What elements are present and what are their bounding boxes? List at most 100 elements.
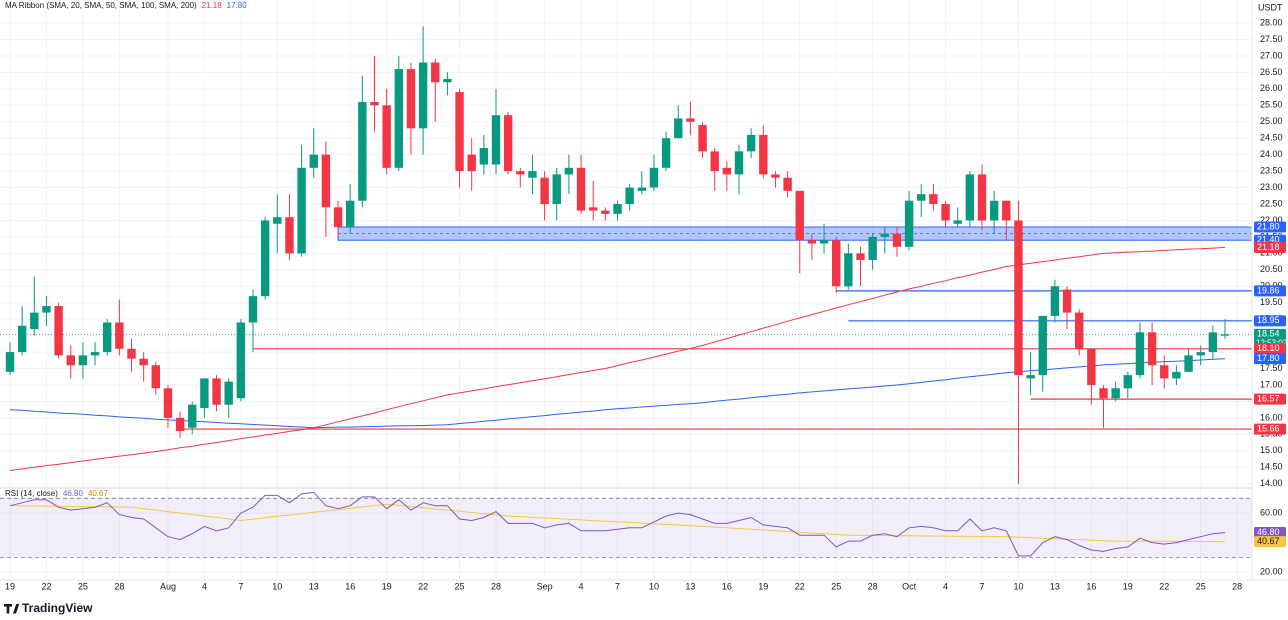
candle-body [832, 240, 841, 287]
y-tick-label: 26.00 [1260, 83, 1283, 93]
candle-body [552, 174, 561, 205]
rsi-tick-label: 20.00 [1260, 566, 1283, 576]
candle-body [443, 78, 452, 83]
price-label: 21.18 [1257, 242, 1280, 252]
candle-body [734, 151, 744, 175]
candle-body [1123, 375, 1132, 389]
candle-body [759, 134, 768, 175]
x-tick-label: 28 [1232, 581, 1242, 591]
candle-body [941, 204, 950, 221]
candle-body [819, 240, 829, 244]
candle-body [649, 167, 659, 188]
legend-text: RSI (14, close) [5, 489, 58, 498]
candle-body [17, 325, 27, 353]
candle-body [589, 207, 598, 211]
x-tick-label: 16 [345, 581, 355, 591]
price-label: 15.66 [1257, 423, 1280, 433]
candle-body [661, 138, 671, 168]
rsi-value-label: 46.80 [1257, 527, 1280, 537]
candle-body [977, 174, 987, 221]
x-tick-label: 25 [831, 581, 841, 591]
x-tick-label: 4 [943, 581, 948, 591]
candle-body [516, 171, 525, 175]
candle-body [406, 69, 416, 129]
candle-body [746, 134, 756, 152]
candle-body [370, 102, 379, 106]
x-tick-label: 10 [649, 581, 659, 591]
x-tick-label: 19 [382, 581, 392, 591]
y-tick-label: 23.00 [1260, 182, 1283, 192]
candle-body [115, 322, 124, 349]
y-tick-label: 27.50 [1260, 34, 1283, 44]
y-tick-label: 27.00 [1260, 50, 1283, 60]
candle-body [807, 240, 817, 244]
price-label-box [1254, 423, 1286, 435]
candle-body [127, 348, 136, 359]
countdown: 12:53:02 [1256, 338, 1288, 347]
candle-body [868, 236, 877, 260]
y-tick-label: 19.50 [1260, 297, 1283, 307]
candle-body [321, 154, 331, 208]
legend-text: MA Ribbon (SMA, 20, SMA, 50, SMA, 100, S… [5, 1, 197, 10]
price-label: 16.57 [1257, 394, 1280, 404]
price-label-box [1254, 285, 1286, 297]
y-tick-label: 23.50 [1260, 165, 1283, 175]
currency: USDT [1258, 2, 1283, 12]
x-tick-label: 13 [1050, 581, 1060, 591]
price-label: 17.80 [1257, 353, 1280, 363]
candle-body [297, 167, 306, 254]
candle-body [698, 125, 707, 152]
x-tick-label: 22 [795, 581, 805, 591]
candle-body [431, 62, 440, 83]
candle-body [273, 217, 282, 224]
candle-body [1184, 355, 1193, 372]
rsi-value-box [1254, 536, 1286, 548]
y-tick-label: 15.00 [1260, 445, 1283, 455]
rsi-ma-line [9, 503, 1226, 543]
candle-body [1038, 315, 1047, 376]
x-tick-label: 16 [1086, 581, 1096, 591]
y-tick-label: 24.00 [1260, 149, 1283, 159]
candle-body [309, 154, 318, 168]
candle-body [467, 154, 476, 172]
candle-body [783, 177, 792, 191]
candle-body [989, 200, 999, 221]
legend-text: 46.80 [63, 489, 84, 498]
x-tick-label: 19 [5, 581, 15, 591]
rsi-value-box [1254, 527, 1286, 539]
candle-body [103, 322, 112, 353]
candle-body [953, 220, 962, 224]
price-label-box [1254, 393, 1286, 405]
candle-body [686, 118, 695, 122]
candle-body [917, 194, 926, 201]
candle-body [491, 115, 501, 165]
candle-body [90, 352, 100, 356]
candle-body [382, 105, 391, 168]
legend-text: 21.18 [202, 1, 223, 10]
x-tick-label: 28 [114, 581, 124, 591]
candle-body [1111, 388, 1120, 399]
x-tick-label: 7 [979, 581, 984, 591]
candle-body [236, 322, 246, 399]
x-tick-label: 28 [491, 581, 501, 591]
candle-body [771, 174, 780, 178]
candle-body [5, 352, 15, 372]
x-tick-label: Oct [902, 581, 917, 591]
y-tick-label: 25.00 [1260, 116, 1283, 126]
candle-body [285, 217, 294, 254]
price-label: 18.10 [1257, 343, 1280, 353]
candle-body [625, 187, 634, 205]
logo-icon [4, 604, 20, 614]
y-tick-label: 28.00 [1260, 17, 1283, 27]
candle-body [844, 253, 853, 287]
candle-body [455, 92, 464, 172]
candle-body [30, 312, 39, 330]
x-tick-label: 22 [41, 581, 51, 591]
candle-body [151, 365, 160, 389]
price-label-box [1254, 221, 1286, 233]
candle-body [613, 204, 622, 214]
candle-body [1002, 200, 1011, 221]
